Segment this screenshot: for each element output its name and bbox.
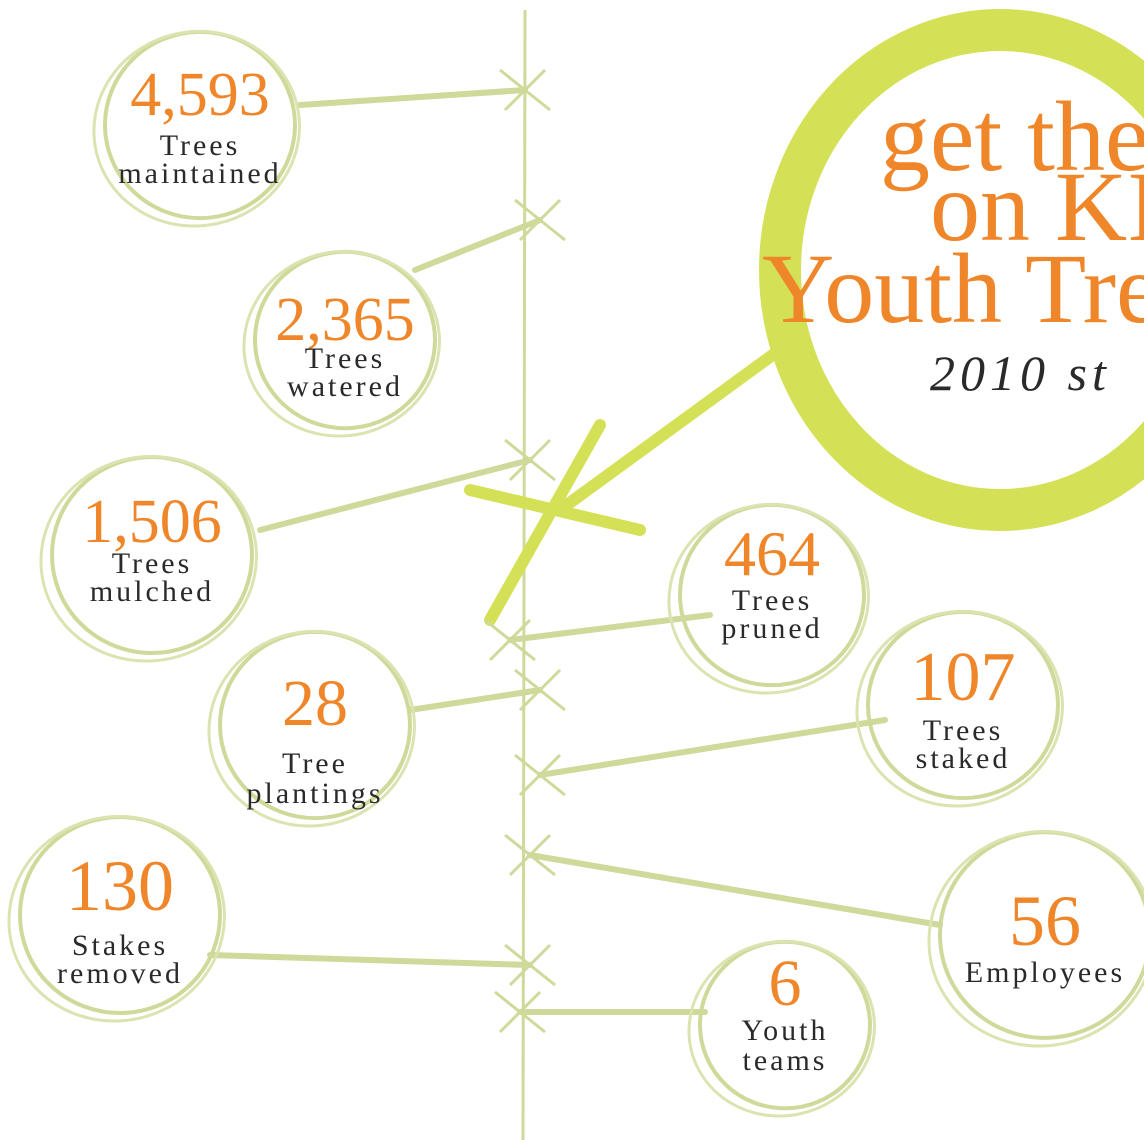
stat-label: mulched [90,575,214,608]
connector [510,615,710,640]
title-line: Youth Tre [762,233,1144,344]
stat-label: Employees [965,956,1125,989]
stat-number: 130 [66,846,174,926]
connector [210,955,530,965]
connector [300,90,525,105]
connector [410,690,540,710]
stat-number: 107 [911,639,1016,716]
cross-mark [505,440,555,480]
stat-number: 6 [769,947,802,1020]
subtitle: 2010 st [930,345,1111,401]
stat-label: pruned [721,612,822,645]
stat-number: 1,506 [82,488,222,556]
stat-label: teams [743,1044,828,1077]
stat-label: staked [916,742,1011,775]
cross-mark [515,200,565,240]
connector [415,220,540,270]
stat-label: Youth [742,1014,829,1047]
stat-label: plantings [247,777,384,810]
stat-number: 56 [1009,881,1081,961]
stat-number: 464 [724,518,820,589]
stat-label: removed [57,957,183,990]
stat-label: maintained [118,157,281,190]
infographic: get the on KI Youth Tre 2010 st 4,593Tre… [0,0,1144,1140]
stat-number: 4,593 [130,61,270,129]
stat-number: 28 [282,667,348,740]
connector [540,720,885,775]
stat-label: Tree [282,747,348,780]
connector [530,855,940,925]
stat-label: watered [287,370,403,403]
